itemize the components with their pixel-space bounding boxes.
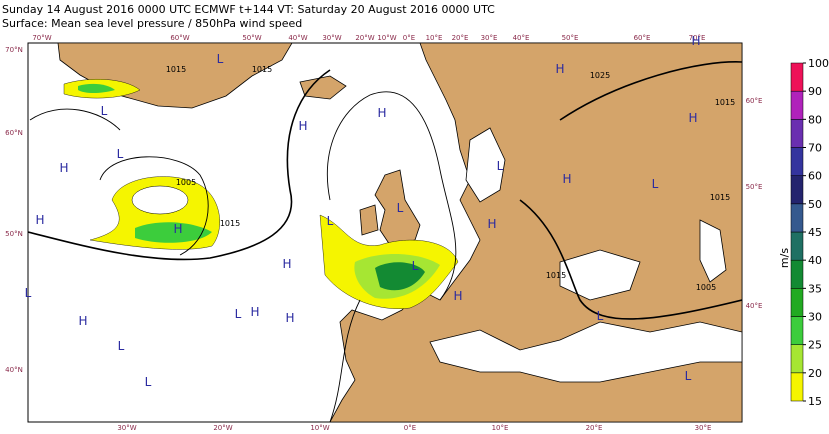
latitude-label: 50°E: [746, 183, 763, 191]
colorbar-swatch: [790, 288, 804, 317]
colorbar-swatch: [790, 259, 804, 289]
longitude-label: 10°W: [377, 34, 396, 42]
longitude-label: 20°E: [586, 424, 603, 432]
colorbar-swatch: [790, 147, 804, 176]
longitude-label: 0°E: [403, 34, 415, 42]
pressure-center: H: [691, 34, 700, 48]
map: [27, 42, 743, 423]
header-line: Surface: Mean sea level pressure / 850hP…: [2, 17, 302, 30]
longitude-label: 70°W: [32, 34, 51, 42]
pressure-center: L: [217, 52, 224, 66]
longitude-label: 60°E: [634, 34, 651, 42]
colorbar-tick-label: 45: [808, 226, 822, 239]
pressure-center: L: [597, 309, 604, 323]
isobar-label: 1015: [546, 271, 566, 280]
pressure-center: H: [555, 62, 564, 76]
longitude-label: 30°E: [481, 34, 498, 42]
latitude-label: 40°N: [5, 366, 23, 374]
pressure-center: L: [235, 307, 242, 321]
pressure-center: H: [453, 289, 462, 303]
pressure-center: H: [35, 213, 44, 227]
colorbar-tick-label: 40: [808, 254, 822, 267]
colorbar-tick-label: 35: [808, 282, 822, 295]
pressure-center: L: [145, 375, 152, 389]
colorbar-swatch: [790, 175, 804, 205]
longitude-label: 20°W: [355, 34, 374, 42]
pressure-center: H: [298, 119, 307, 133]
pressure-center: L: [685, 369, 692, 383]
pressure-center: L: [118, 339, 125, 353]
longitude-label: 30°W: [117, 424, 136, 432]
latitude-label: 60°N: [5, 129, 23, 137]
colorbar-tick-label: 15: [808, 395, 822, 408]
pressure-center: H: [285, 311, 294, 325]
pressure-center: L: [101, 104, 108, 118]
longitude-label: 0°E: [404, 424, 416, 432]
latitude-label: 40°E: [746, 302, 763, 310]
pressure-center: L: [497, 159, 504, 173]
pressure-center: H: [282, 257, 291, 271]
longitude-label: 50°E: [562, 34, 579, 42]
pressure-center: L: [397, 201, 404, 215]
colorbar-tick-label: 25: [808, 339, 822, 352]
colorbar-tick-label: 90: [808, 85, 822, 98]
isobar-label: 1015: [166, 65, 186, 74]
colorbar-tick-label: 100: [808, 57, 829, 70]
colorbar-swatch: [790, 372, 804, 402]
latitude-label: 60°E: [746, 97, 763, 105]
pressure-center: L: [327, 214, 334, 228]
isobar-label: 1015: [220, 219, 240, 228]
isobar-label: 1005: [176, 178, 196, 187]
colorbar-tick-label: 30: [808, 311, 822, 324]
isobar-label: 1015: [252, 65, 272, 74]
colorbar-label: m/s: [778, 248, 791, 268]
colorbar-swatch: [790, 62, 804, 92]
pressure-center: H: [562, 172, 571, 186]
isobar-label: 1025: [590, 71, 610, 80]
colorbar-swatch: [790, 203, 804, 233]
pressure-center: L: [117, 147, 124, 161]
pressure-center: H: [250, 305, 259, 319]
longitude-label: 10°E: [426, 34, 443, 42]
isobar-label: 1015: [715, 98, 735, 107]
colorbar-swatch: [790, 119, 804, 148]
wind-shading: [63, 79, 459, 309]
longitude-label: 30°W: [322, 34, 341, 42]
latitude-label: 70°N: [5, 46, 23, 54]
longitude-label: 60°W: [170, 34, 189, 42]
colorbar-swatch: [790, 231, 804, 261]
longitude-label: 70°E: [689, 34, 706, 42]
longitude-label: 40°W: [288, 34, 307, 42]
longitude-label: 40°E: [513, 34, 530, 42]
pressure-center: H: [688, 111, 697, 125]
pressure-center: H: [487, 217, 496, 231]
longitude-label: 30°E: [695, 424, 712, 432]
isobar-label: 1015: [710, 193, 730, 202]
longitude-label: 50°W: [242, 34, 261, 42]
colorbar-tick-label: 60: [808, 170, 822, 183]
colorbar-swatch: [790, 344, 804, 374]
colorbar-tick-label: 80: [808, 113, 822, 126]
latitude-label: 50°N: [5, 230, 23, 238]
colorbar-tick-label: 50: [808, 198, 822, 211]
pressure-center: H: [377, 106, 386, 120]
pressure-center: H: [78, 314, 87, 328]
colorbar-tick-label: 70: [808, 142, 822, 155]
isobars: [28, 61, 742, 422]
longitude-label: 20°E: [452, 34, 469, 42]
pressure-center: L: [412, 259, 419, 273]
colorbar-swatch: [790, 90, 804, 120]
header-line: Sunday 14 August 2016 0000 UTC ECMWF t+1…: [2, 3, 495, 16]
pressure-center: L: [652, 177, 659, 191]
pressure-center: H: [59, 161, 68, 175]
longitude-label: 10°W: [310, 424, 329, 432]
pressure-center: L: [25, 286, 32, 300]
longitude-label: 10°E: [492, 424, 509, 432]
pressure-center: H: [173, 222, 182, 236]
colorbar-swatch: [790, 316, 804, 345]
isobar-label: 1005: [696, 283, 716, 292]
colorbar-tick-label: 20: [808, 367, 822, 380]
longitude-label: 20°W: [213, 424, 232, 432]
